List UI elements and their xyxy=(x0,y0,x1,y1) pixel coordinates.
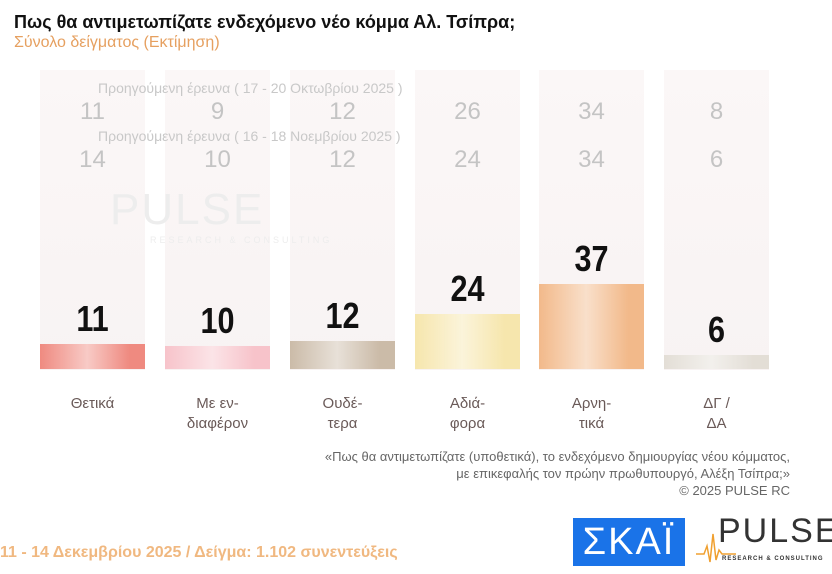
category-label: Αδιά- φορα xyxy=(449,395,486,432)
previous-value: 6 xyxy=(709,146,724,173)
bar xyxy=(664,355,769,369)
column-background xyxy=(165,70,270,370)
category-label: Με εν- διαφέρον xyxy=(186,395,249,432)
previous-survey-label: Προηγούμενη έρευνα ( 16 - 18 Νοεμβρίου 2… xyxy=(98,128,401,144)
bar-value-label: 24 xyxy=(450,267,485,309)
chart-subtitle: Σύνολο δείγματος (Εκτίμηση) xyxy=(14,34,220,51)
previous-value: 34 xyxy=(578,98,605,125)
bar-value-label: 6 xyxy=(707,309,726,351)
previous-value: 10 xyxy=(204,146,231,173)
survey-footer: 11 - 14 Δεκεμβρίου 2025 / Δείγμα: 1.102 … xyxy=(0,544,398,561)
category-label: Θετικά xyxy=(70,395,115,412)
question-note: «Πως θα αντιμετωπίζατε (υποθετικά), το ε… xyxy=(325,448,790,499)
previous-value: 24 xyxy=(454,146,481,173)
column-background xyxy=(40,70,145,370)
bar xyxy=(40,343,145,369)
previous-value: 9 xyxy=(210,98,225,125)
previous-value: 14 xyxy=(79,146,106,173)
chart-title: Πως θα αντιμετωπίζατε ενδεχόμενο νέο κόμ… xyxy=(14,12,516,32)
category-label: Ουδέ- τερα xyxy=(322,395,363,432)
category-label: ΔΓ / ΔΑ xyxy=(703,395,730,432)
bar-value-label: 11 xyxy=(76,297,109,339)
previous-value: 8 xyxy=(709,98,724,125)
previous-value: 12 xyxy=(329,146,356,173)
previous-value: 26 xyxy=(454,98,481,125)
skai-logo: ΣΚΑΪ xyxy=(573,518,685,566)
bar-value-label: 37 xyxy=(574,237,609,279)
pulse-watermark: PULSE RESEARCH & CONSULTING xyxy=(110,185,333,245)
copyright: © 2025 PULSE RC xyxy=(679,483,790,498)
bar-value-label: 12 xyxy=(325,295,360,337)
previous-value: 12 xyxy=(329,98,356,125)
note-line: «Πως θα αντιμετωπίζατε (υποθετικά), το ε… xyxy=(324,449,790,464)
pulse-logo: PULSE RESEARCH & CONSULTING xyxy=(696,512,832,570)
note-line: με επικεφαλής τον πρώην πρωθυπουργό, Αλέ… xyxy=(456,466,790,481)
previous-value: 11 xyxy=(80,98,105,125)
previous-value: 34 xyxy=(578,146,605,173)
column-background xyxy=(290,70,395,370)
previous-survey-label: Προηγούμενη έρευνα ( 17 - 20 Οκτωβρίου 2… xyxy=(98,80,403,96)
category-label: Αρνη- τικά xyxy=(571,395,612,432)
bar-value-label: 10 xyxy=(200,300,235,341)
bar xyxy=(539,283,644,369)
column-background xyxy=(664,70,769,370)
bar xyxy=(290,341,395,369)
bar xyxy=(415,313,520,369)
bar xyxy=(165,346,270,369)
